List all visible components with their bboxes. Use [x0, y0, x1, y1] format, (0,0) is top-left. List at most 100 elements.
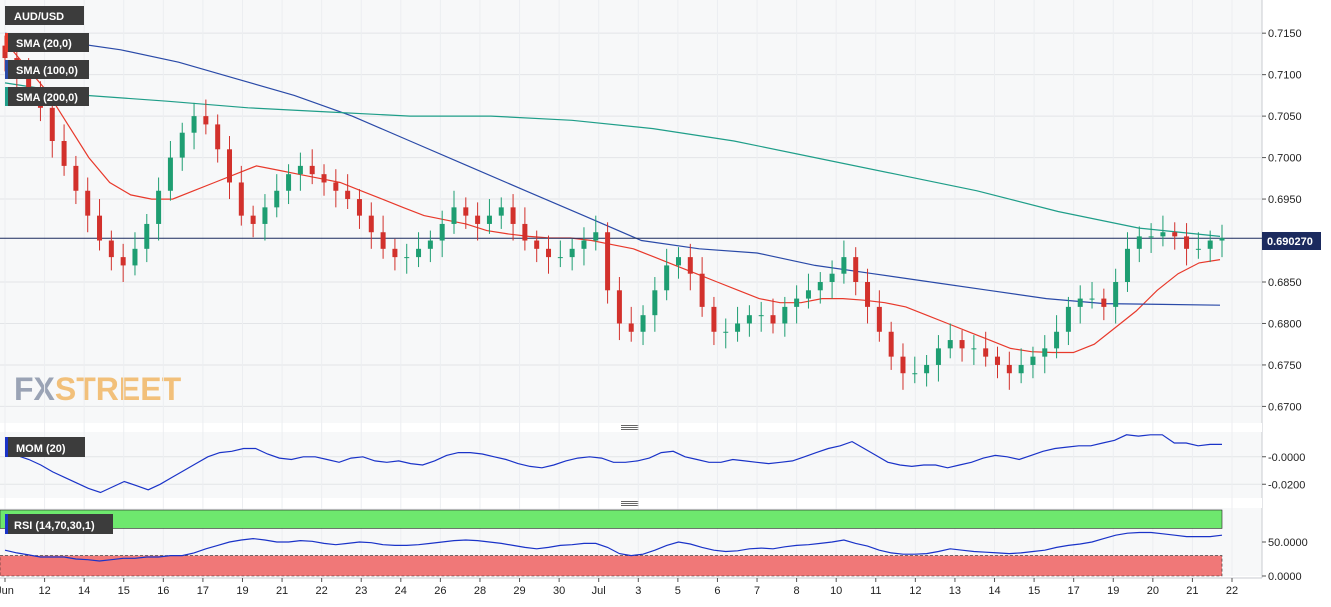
watermark-logo: FXSTREET: [14, 371, 182, 407]
price-tick-label: 0.7100: [1268, 70, 1302, 82]
price-panel-bg: [0, 0, 1262, 423]
candle-body: [1018, 364, 1024, 374]
candle-body: [557, 257, 563, 259]
candle-body: [215, 124, 221, 150]
time-tick-label: 17: [197, 585, 209, 597]
candle-body: [463, 207, 469, 216]
candle-body: [616, 290, 622, 324]
candle-body: [238, 182, 244, 216]
legend-sma200[interactable]: SMA (200,0): [5, 87, 89, 106]
candle-body: [782, 306, 788, 324]
candle-body: [1124, 248, 1130, 282]
sma-layer: [0, 32, 1262, 354]
legend-mom[interactable]: MOM (20): [5, 437, 85, 457]
candle-body: [49, 107, 55, 141]
candle-body: [274, 190, 280, 208]
candle-body: [794, 298, 800, 307]
price-tick-label: 0.7050: [1268, 111, 1302, 123]
candle-body: [333, 182, 339, 191]
candle-body: [628, 323, 634, 332]
candle-body: [546, 248, 552, 258]
candle-body: [1077, 298, 1083, 307]
candle-body: [85, 190, 91, 216]
candle-body: [593, 232, 599, 241]
time-tick-label: Jul: [592, 585, 606, 597]
legend-sma20[interactable]: SMA (20,0): [5, 33, 89, 52]
time-tick-label: 15: [118, 585, 130, 597]
candle-body: [900, 356, 906, 374]
candle-body: [297, 165, 303, 175]
candle-body: [971, 348, 977, 350]
sma100-line: [4, 32, 1221, 306]
candle-body: [510, 207, 516, 224]
svg-text:SMA (100,0): SMA (100,0): [16, 65, 78, 77]
candle-body: [416, 248, 422, 258]
candle-body: [1113, 282, 1119, 307]
time-tick-label: 13: [949, 585, 961, 597]
time-tick-label: 14: [988, 585, 1000, 597]
candle-body: [746, 315, 752, 324]
candle-body: [1089, 298, 1095, 300]
rsi-layer: [0, 509, 1223, 577]
candle-body: [73, 165, 79, 191]
panel-splitter-2[interactable]: [0, 498, 1262, 508]
candle-body: [534, 240, 540, 249]
candle-body: [156, 190, 162, 224]
time-tick-label: 8: [794, 585, 800, 597]
candle-body: [829, 273, 835, 282]
time-tick-label: 29: [513, 585, 525, 597]
time-tick-label: 28: [474, 585, 486, 597]
rsi-tick-label: 0.0000: [1268, 571, 1302, 583]
candle-body: [226, 149, 232, 183]
price-tick-label: 0.7000: [1268, 153, 1302, 165]
candle-body: [687, 257, 693, 274]
panel-splitter-1[interactable]: [0, 423, 1262, 432]
svg-text:MOM (20): MOM (20): [16, 443, 66, 455]
candle-body: [1207, 240, 1213, 249]
candle-body: [1136, 236, 1142, 249]
time-tick-label: 3: [635, 585, 641, 597]
time-tick-label: 14: [78, 585, 90, 597]
time-tick-label: 21: [276, 585, 288, 597]
axis-layer: 0.7150 0.7100 0.7050 0.7000 0.6950 0.6850 0.68…: [0, 28, 1308, 597]
current-price-tag: 0.690270: [1262, 232, 1321, 250]
momentum-layer: [4, 434, 1222, 494]
candle-body: [427, 240, 433, 249]
candle-body: [699, 273, 705, 307]
candle-body: [735, 323, 741, 332]
candle-body: [191, 116, 197, 133]
svg-text:AUD/USD: AUD/USD: [14, 11, 64, 23]
candle-body: [581, 240, 587, 249]
symbol-tag[interactable]: AUD/USD: [5, 6, 84, 25]
candle-body: [1042, 348, 1048, 357]
candle-body: [1030, 356, 1036, 365]
candle-body: [439, 223, 445, 241]
candle-body: [876, 306, 882, 332]
candle-body: [475, 215, 481, 224]
candle-body: [1219, 238, 1225, 241]
candle-body: [1065, 306, 1071, 332]
candle-body: [1160, 232, 1166, 237]
legend-rsi[interactable]: RSI (14,70,30,1): [5, 514, 113, 534]
candle-body: [1101, 298, 1107, 307]
candle-body: [664, 265, 670, 291]
candle-body: [770, 315, 776, 324]
rsi-tick-label: 50.0000: [1268, 537, 1308, 549]
time-tick-label: 11: [870, 585, 881, 597]
candle-body: [321, 174, 327, 183]
candle-body: [1054, 331, 1060, 349]
candle-body: [286, 174, 292, 191]
rsi-oversold-zone: [0, 555, 1223, 577]
candle-body: [935, 348, 941, 365]
candle-body: [392, 248, 398, 258]
momentum-tick-label: -0.0000: [1268, 452, 1305, 464]
time-tick-label: 15: [1028, 585, 1040, 597]
legend-sma100[interactable]: SMA (100,0): [5, 60, 89, 79]
candle-body: [569, 248, 575, 258]
candle-body: [61, 141, 67, 166]
time-tick-label: 16: [157, 585, 169, 597]
candle-body: [983, 348, 989, 357]
candle-body: [640, 315, 646, 332]
price-tick-label: 0.6850: [1268, 277, 1302, 289]
price-tick-label: 0.6750: [1268, 360, 1302, 372]
